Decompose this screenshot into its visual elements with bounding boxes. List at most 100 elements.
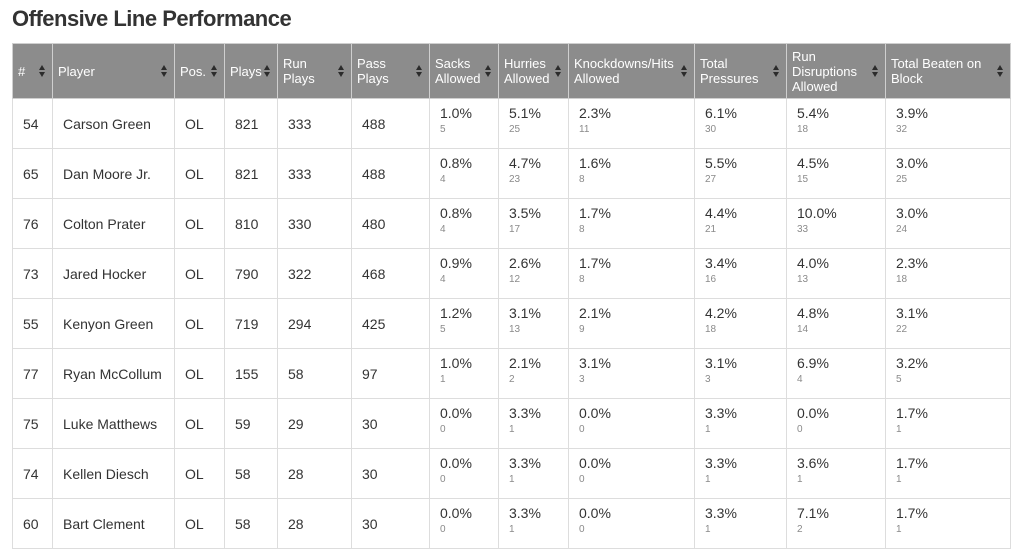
column-header-hurries-allowed[interactable]: Hurries Allowed [498, 43, 569, 99]
total-pressures-cell: 4.4% 21 [694, 198, 787, 249]
position-cell: OL [174, 148, 225, 199]
column-header-run-disruptions[interactable]: Run Disruptions Allowed [786, 43, 886, 99]
run-plays-cell: 294 [277, 298, 352, 349]
run-plays-cell: 58 [277, 348, 352, 399]
run-disruptions-percent: 7.1% [797, 505, 829, 521]
column-header-player[interactable]: Player [52, 43, 175, 99]
run-disruptions-cell: 4.5% 15 [786, 148, 886, 199]
sacks-allowed-percent: 0.0% [440, 505, 472, 521]
knockdowns-allowed-cell: 2.3% 11 [568, 98, 695, 149]
column-header-total-beaten[interactable]: Total Beaten on Block [885, 43, 1011, 99]
position-cell: OL [174, 298, 225, 349]
table-body: 54 Carson Green OL 821 333 488 1.0% 5 5.1% 25 2.3%… [12, 98, 1011, 549]
plays-cell: 155 [224, 348, 278, 399]
sacks-allowed-count: 4 [440, 174, 446, 185]
sacks-allowed-cell: 0.8% 4 [429, 198, 499, 249]
column-header-sacks-allowed[interactable]: Sacks Allowed [429, 43, 499, 99]
total-pressures-cell: 6.1% 30 [694, 98, 787, 149]
knockdowns-allowed-count: 0 [579, 474, 585, 485]
page-title: Offensive Line Performance [12, 6, 292, 31]
run-disruptions-count: 4 [797, 374, 803, 385]
total-beaten-count: 18 [896, 274, 908, 285]
hurries-allowed-count: 1 [509, 524, 515, 535]
hurries-allowed-count: 13 [509, 324, 521, 335]
sort-icon [161, 65, 168, 77]
knockdowns-allowed-cell: 1.6% 8 [568, 148, 695, 199]
knockdowns-allowed-percent: 1.7% [579, 205, 611, 221]
run-disruptions-count: 14 [797, 324, 809, 335]
hurries-allowed-percent: 3.1% [509, 305, 541, 321]
table-row: 54 Carson Green OL 821 333 488 1.0% 5 5.1% 25 2.3%… [12, 98, 1011, 149]
total-pressures-cell: 3.3% 1 [694, 448, 787, 499]
pass-plays-cell: 480 [351, 198, 430, 249]
run-disruptions-count: 18 [797, 124, 809, 135]
hurries-allowed-cell: 5.1% 25 [498, 98, 569, 149]
column-header-number[interactable]: # [12, 43, 53, 99]
player-name-cell: Kellen Diesch [52, 448, 175, 499]
position-cell: OL [174, 448, 225, 499]
run-plays-cell: 29 [277, 398, 352, 449]
knockdowns-allowed-percent: 0.0% [579, 455, 611, 471]
pass-plays-cell: 468 [351, 248, 430, 299]
hurries-allowed-cell: 3.1% 13 [498, 298, 569, 349]
knockdowns-allowed-count: 8 [579, 224, 585, 235]
total-beaten-count: 5 [896, 374, 902, 385]
sacks-allowed-percent: 1.0% [440, 105, 472, 121]
hurries-allowed-cell: 2.1% 2 [498, 348, 569, 399]
total-pressures-percent: 3.3% [705, 505, 737, 521]
total-pressures-count: 21 [705, 224, 717, 235]
sacks-allowed-percent: 0.9% [440, 255, 472, 271]
run-disruptions-percent: 0.0% [797, 405, 829, 421]
total-pressures-percent: 4.2% [705, 305, 737, 321]
column-header-knockdowns-allowed[interactable]: Knockdowns/Hits Allowed [568, 43, 695, 99]
sacks-allowed-cell: 1.0% 1 [429, 348, 499, 399]
run-disruptions-count: 13 [797, 274, 809, 285]
sacks-allowed-count: 4 [440, 274, 446, 285]
hurries-allowed-percent: 3.3% [509, 405, 541, 421]
total-pressures-percent: 6.1% [705, 105, 737, 121]
column-header-label: Sacks Allowed [435, 56, 481, 86]
position-cell: OL [174, 348, 225, 399]
total-beaten-percent: 1.7% [896, 455, 928, 471]
hurries-allowed-cell: 3.3% 1 [498, 398, 569, 449]
hurries-allowed-count: 1 [509, 474, 515, 485]
column-header-plays[interactable]: Plays [224, 43, 278, 99]
knockdowns-allowed-count: 0 [579, 424, 585, 435]
plays-cell: 821 [224, 148, 278, 199]
plays-cell: 59 [224, 398, 278, 449]
player-number-cell: 65 [12, 148, 53, 199]
sacks-allowed-count: 5 [440, 124, 446, 135]
column-header-pass-plays[interactable]: Pass Plays [351, 43, 430, 99]
run-disruptions-percent: 10.0% [797, 205, 837, 221]
hurries-allowed-cell: 3.3% 1 [498, 448, 569, 499]
total-beaten-cell: 1.7% 1 [885, 398, 1011, 449]
plays-cell: 790 [224, 248, 278, 299]
run-disruptions-percent: 4.5% [797, 155, 829, 171]
column-header-run-plays[interactable]: Run Plays [277, 43, 352, 99]
hurries-allowed-percent: 2.6% [509, 255, 541, 271]
sacks-allowed-count: 0 [440, 474, 446, 485]
run-disruptions-cell: 0.0% 0 [786, 398, 886, 449]
hurries-allowed-count: 17 [509, 224, 521, 235]
hurries-allowed-count: 12 [509, 274, 521, 285]
total-beaten-percent: 3.0% [896, 155, 928, 171]
sacks-allowed-cell: 0.8% 4 [429, 148, 499, 199]
hurries-allowed-percent: 5.1% [509, 105, 541, 121]
column-header-position[interactable]: Pos. [174, 43, 225, 99]
knockdowns-allowed-cell: 1.7% 8 [568, 248, 695, 299]
plays-cell: 58 [224, 448, 278, 499]
column-header-total-pressures[interactable]: Total Pressures [694, 43, 787, 99]
sacks-allowed-count: 0 [440, 524, 446, 535]
sacks-allowed-percent: 0.0% [440, 405, 472, 421]
run-disruptions-cell: 6.9% 4 [786, 348, 886, 399]
total-beaten-cell: 3.2% 5 [885, 348, 1011, 399]
sort-icon [264, 65, 271, 77]
run-disruptions-percent: 3.6% [797, 455, 829, 471]
plays-cell: 810 [224, 198, 278, 249]
total-beaten-percent: 3.1% [896, 305, 928, 321]
run-disruptions-cell: 5.4% 18 [786, 98, 886, 149]
column-header-label: Knockdowns/Hits Allowed [574, 56, 674, 86]
sacks-allowed-percent: 0.8% [440, 155, 472, 171]
offensive-line-table: # Player Pos. Plays Run Plays Pass Plays… [12, 43, 1011, 549]
knockdowns-allowed-percent: 1.6% [579, 155, 611, 171]
